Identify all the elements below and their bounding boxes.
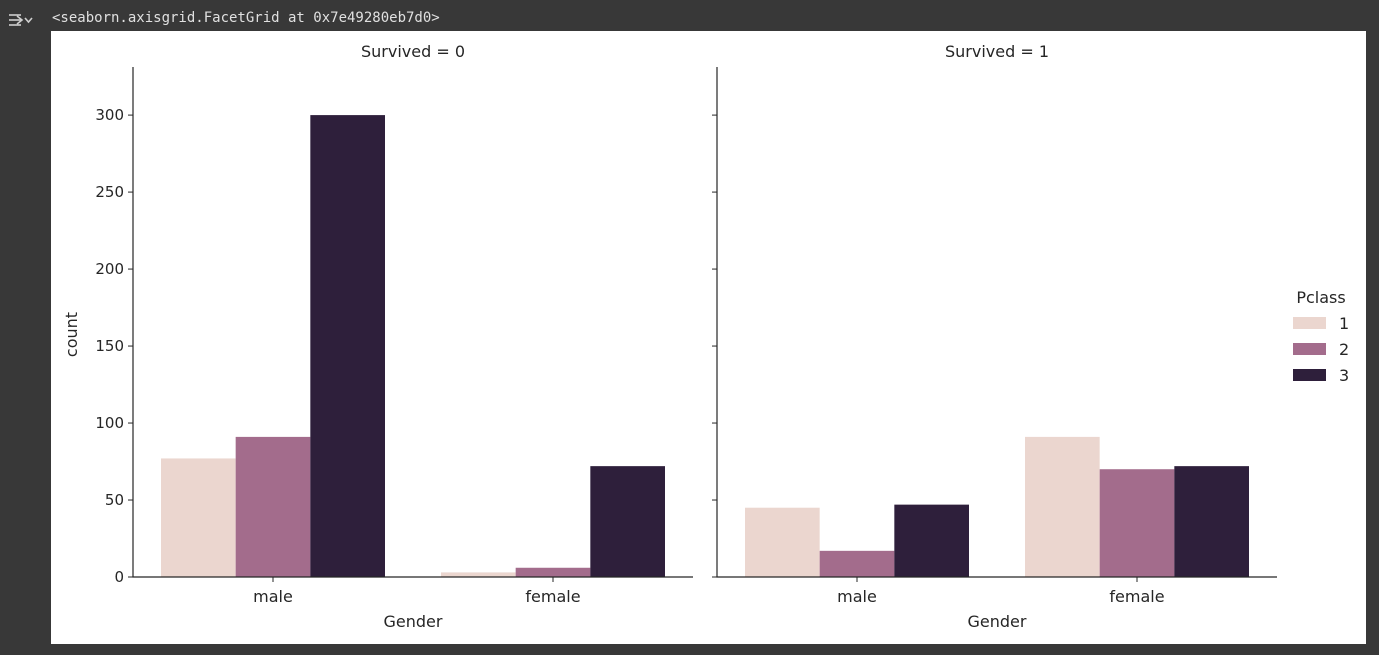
output-collapse-icon[interactable] — [7, 9, 35, 31]
x-tick-label: female — [1109, 587, 1164, 606]
legend-label-pclass1: 1 — [1339, 314, 1349, 333]
legend-title: Pclass — [1296, 288, 1345, 307]
chart-figure: 0 50 100 150 200 250 300 male female Gender Surviv… — [51, 31, 1366, 644]
x-axis-label: Gender — [384, 612, 443, 631]
legend-label-pclass2: 2 — [1339, 340, 1349, 359]
bar-survived0-female-pclass3 — [590, 466, 665, 577]
y-tick-label: 0 — [114, 568, 124, 586]
y-tick-label: 50 — [105, 491, 124, 509]
x-tick-label: female — [525, 587, 580, 606]
y-tick-label: 200 — [95, 260, 124, 278]
legend-label-pclass3: 3 — [1339, 366, 1349, 385]
bar-survived1-female-pclass3 — [1174, 466, 1249, 577]
bar-survived0-female-pclass2 — [515, 567, 591, 577]
legend-swatch-pclass1 — [1293, 317, 1326, 329]
facet-grid-chart: 0 50 100 150 200 250 300 male female Gender Surviv… — [62, 42, 1349, 631]
bar-survived0-male-pclass2 — [235, 436, 311, 577]
bar-survived1-male-pclass3 — [894, 504, 969, 577]
x-tick-label: male — [253, 587, 293, 606]
legend-swatch-pclass2 — [1293, 343, 1326, 355]
facet-title: Survived = 0 — [361, 42, 465, 61]
bar-survived1-male-pclass1 — [745, 507, 820, 577]
bar-survived1-male-pclass2 — [819, 550, 895, 577]
y-tick-label: 250 — [95, 183, 124, 201]
bar-survived0-male-pclass3 — [310, 115, 385, 577]
bar-survived1-female-pclass1 — [1025, 436, 1100, 577]
y-tick-label: 300 — [95, 106, 124, 124]
output-repr-text: <seaborn.axisgrid.FacetGrid at 0x7e49280… — [52, 10, 440, 26]
facet-title: Survived = 1 — [945, 42, 1049, 61]
y-tick-label: 150 — [95, 337, 124, 355]
bar-survived1-female-pclass2 — [1099, 469, 1175, 577]
bar-survived0-male-pclass1 — [161, 458, 236, 577]
y-axis-label: count — [62, 312, 81, 357]
x-tick-label: male — [837, 587, 877, 606]
legend-swatch-pclass3 — [1293, 369, 1326, 381]
x-axis-label: Gender — [968, 612, 1027, 631]
y-tick-label: 100 — [95, 414, 124, 432]
bar-survived0-female-pclass1 — [441, 572, 516, 577]
